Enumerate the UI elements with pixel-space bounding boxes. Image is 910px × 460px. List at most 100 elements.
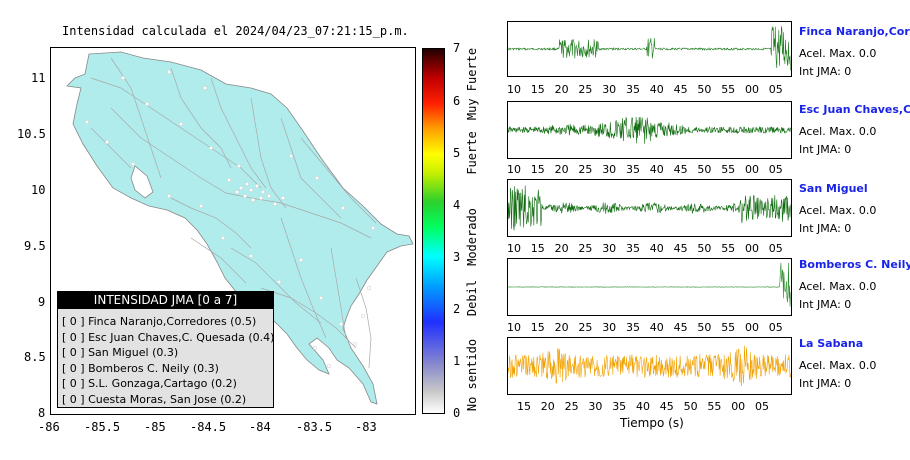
station-acel: Acel. Max. 0.0 (799, 359, 877, 372)
station-name: Bomberos C. Neily (799, 258, 910, 271)
trace-time-ticks: 10 15 20 25 30 35 40 45 50 55 00 05 (500, 242, 800, 256)
time-tick-label: 00 (731, 400, 746, 413)
time-tick-label: 20 (554, 83, 569, 96)
time-tick-label: 10 (507, 83, 521, 96)
legend-row: [ 0 ] Bomberos C. Neily (0.3) (62, 361, 219, 375)
time-tick-label: 20 (554, 242, 569, 255)
time-tick-label: 05 (768, 321, 783, 334)
time-tick-label: 55 (721, 83, 736, 96)
lon-label: -83.5 (296, 420, 333, 434)
intensity-legend: INTENSIDAD JMA [0 a 7] [ 0 ] Finca Naran… (57, 291, 274, 408)
time-tick-label: 50 (697, 321, 712, 334)
trace-panel (507, 337, 792, 395)
time-tick-label: 45 (673, 163, 688, 176)
legend-title: INTENSIDAD JMA [0 a 7] (58, 292, 273, 309)
time-tick-label: 00 (745, 242, 759, 255)
station-jma: Int JMA: 0 (799, 298, 852, 311)
lat-label: 9 (38, 295, 46, 309)
time-tick-label: 45 (659, 400, 674, 413)
lat-label: 9.5 (24, 239, 46, 253)
time-tick-label: 35 (626, 163, 640, 176)
station-acel: Acel. Max. 0.0 (799, 204, 877, 217)
time-axis-title: Tiempo (s) (620, 416, 684, 430)
waveform (508, 345, 791, 387)
time-tick-label: 25 (578, 321, 593, 334)
legend-row: [ 0 ] Cuesta Moras, San Jose (0.2) (62, 392, 247, 406)
time-tick-label: 20 (554, 163, 569, 176)
station-jma: Int JMA: 0 (799, 222, 852, 235)
time-tick-label: 20 (554, 321, 569, 334)
colorbar-tick: 3 (453, 250, 461, 264)
legend-row: [ 0 ] Finca Naranjo,Corredores (0.5) (62, 315, 257, 328)
trace-panel (507, 258, 792, 316)
station-jma: Int JMA: 0 (799, 377, 852, 390)
time-tick-label: 30 (602, 242, 617, 255)
time-tick-label: 15 (530, 163, 545, 176)
colorbar-category: Muy Fuerte (465, 47, 479, 121)
time-tick-label: 55 (707, 400, 722, 413)
time-tick-label: 45 (673, 83, 688, 96)
station-jma: Int JMA: 0 (799, 143, 852, 156)
time-tick-label: 35 (626, 242, 640, 255)
lat-label: 8.5 (24, 350, 46, 364)
time-tick-label: 45 (673, 242, 688, 255)
costa-rica-map-svg (66, 51, 414, 405)
trace-time-ticks: 10 15 20 25 30 35 40 45 50 55 00 05 (500, 83, 800, 97)
trace-panel (507, 21, 792, 77)
station-name: La Sabana (799, 337, 864, 350)
station-name: San Miguel (799, 182, 868, 195)
waveform-line (508, 262, 791, 307)
station-acel: Acel. Max. 0.0 (799, 125, 877, 138)
time-tick-label: 35 (612, 400, 627, 413)
time-tick-label: 55 (721, 242, 736, 255)
colorbar-category: No sentido (465, 338, 479, 412)
trace-time-ticks: 10 15 20 25 30 35 40 45 50 55 00 05 (500, 321, 800, 335)
time-tick-label: 35 (626, 321, 640, 334)
road-network (90, 57, 377, 369)
time-tick-label: 40 (649, 163, 664, 176)
waveform (508, 185, 791, 231)
trace-time-ticks: 15 20 25 30 35 40 45 50 55 00 05 (500, 400, 800, 414)
time-tick-label: 00 (745, 321, 759, 334)
time-tick-label: 20 (540, 400, 555, 413)
time-tick-label: 50 (697, 242, 712, 255)
waveform (508, 26, 791, 71)
time-tick-label: 25 (564, 400, 579, 413)
lat-label: 11 (31, 71, 46, 85)
lat-label: 8 (38, 406, 46, 420)
time-tick-label: 40 (636, 400, 650, 413)
time-tick-label: 25 (578, 163, 593, 176)
lon-label: -83 (355, 420, 377, 434)
time-tick-label: 15 (530, 321, 545, 334)
time-tick-label: 15 (530, 242, 545, 255)
legend-row: [ 0 ] San Miguel (0.3) (62, 346, 179, 359)
time-tick-label: 25 (578, 83, 593, 96)
time-tick-label: 50 (697, 83, 712, 96)
station-points (85, 70, 376, 369)
legend-row: [ 0 ] Esc Juan Chaves,C. Quesada (0.4) (62, 330, 275, 344)
time-tick-label: 30 (602, 83, 617, 96)
time-tick-label: 15 (517, 400, 531, 413)
waveform-line (508, 185, 791, 231)
colorbar-tick: 4 (453, 198, 461, 212)
waveform-line (508, 345, 791, 387)
time-tick-label: 05 (768, 242, 783, 255)
station-name: Finca Naranjo,Corredores (799, 25, 910, 38)
time-tick-label: 10 (507, 163, 521, 176)
lon-label: -85.5 (84, 420, 121, 434)
legend-row: [ 0 ] S.L. Gonzaga,Cartago (0.2) (62, 377, 237, 390)
time-tick-label: 00 (745, 163, 759, 176)
colorbar-tick: 0 (453, 406, 461, 420)
waveform-line (508, 26, 791, 71)
station-name: Esc Juan Chaves,C. Quesada (799, 103, 910, 116)
time-tick-label: 30 (588, 400, 603, 413)
station-jma: Int JMA: 0 (799, 65, 852, 78)
trace-panel (507, 179, 792, 237)
time-tick-label: 30 (602, 163, 617, 176)
colorbar-tick: 5 (453, 146, 461, 160)
time-tick-label: 25 (578, 242, 593, 255)
lon-label: -86 (38, 420, 60, 434)
trace-panel (507, 101, 792, 159)
map-title: Intensidad calculada el 2024/04/23_07:21… (62, 24, 409, 38)
lon-label: -85 (144, 420, 166, 434)
